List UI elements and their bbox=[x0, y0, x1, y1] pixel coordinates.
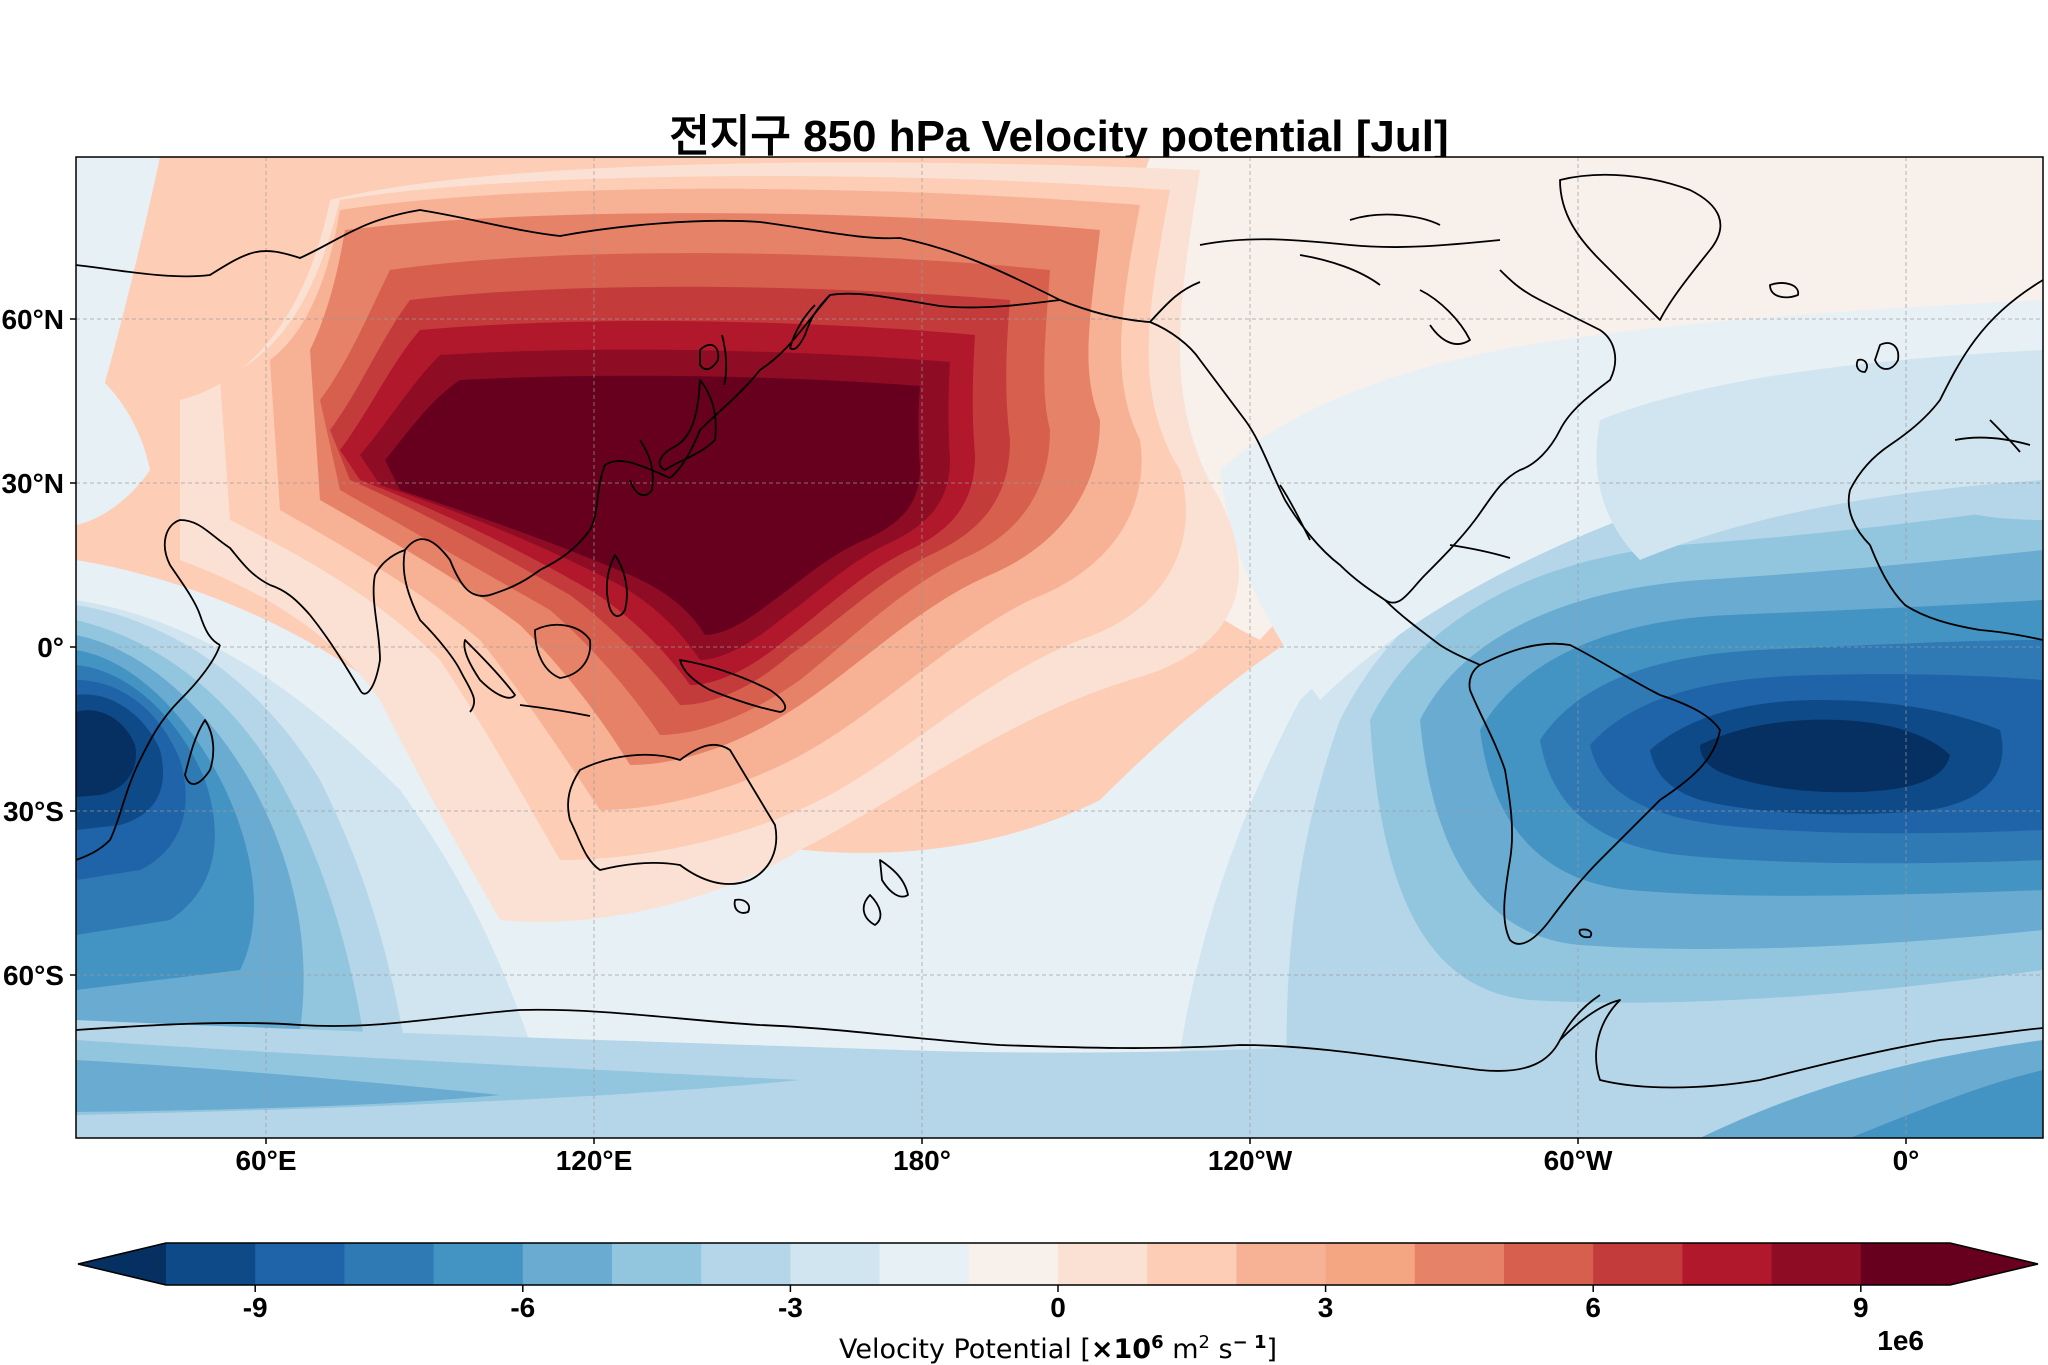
colorbar-segment bbox=[1147, 1243, 1237, 1285]
colorbar-segment bbox=[701, 1243, 791, 1285]
colorbar-tick-label: 0 bbox=[1050, 1292, 1066, 1323]
coast-kamchatka bbox=[789, 294, 831, 350]
coast-china bbox=[489, 460, 671, 596]
colorbar-outline bbox=[77, 1242, 2039, 1286]
coast-australia bbox=[567, 743, 778, 885]
colorbar-segment bbox=[1414, 1243, 1505, 1285]
contour-antarctic-5 bbox=[1850, 1070, 2043, 1138]
colorbar-segment bbox=[344, 1243, 435, 1285]
velocity-potential-map bbox=[76, 157, 2043, 1138]
lat-label-0: 0° bbox=[37, 632, 64, 663]
coast-cuba bbox=[1449, 544, 1511, 559]
colorbar-segment bbox=[790, 1243, 881, 1285]
colorbar-tick-label: 9 bbox=[1853, 1292, 1869, 1323]
contour-atlantic-8 bbox=[1700, 719, 1950, 793]
lon-label-120e: 120°E bbox=[556, 1145, 633, 1176]
colorbar-segment bbox=[968, 1243, 1059, 1285]
colorbar-tick-label: 6 bbox=[1585, 1292, 1601, 1323]
colorbar-segment bbox=[1771, 1243, 1862, 1285]
lon-label-60w: 60°W bbox=[1544, 1145, 1613, 1176]
colorbar-tick-label: -9 bbox=[243, 1292, 268, 1323]
coast-antarctic-peninsula bbox=[1559, 994, 1601, 1041]
lon-label-60e: 60°E bbox=[235, 1145, 296, 1176]
coast-central-america bbox=[1384, 599, 1481, 666]
colorbar-segment bbox=[1236, 1243, 1327, 1285]
colorbar-extend-min bbox=[78, 1243, 166, 1285]
colorbar-tick-labels: -9 -6 -3 0 3 6 9 bbox=[243, 1292, 1869, 1323]
colorbar-offset-text: 1e6 bbox=[1877, 1325, 1924, 1356]
coastlines bbox=[76, 173, 2043, 1089]
colorbar-tick-label: 3 bbox=[1318, 1292, 1334, 1323]
coast-borneo bbox=[534, 623, 592, 679]
coast-newguinea bbox=[679, 659, 787, 713]
coast-mediterranean bbox=[1954, 419, 2031, 453]
colorbar-segment bbox=[1593, 1243, 1683, 1285]
contour-north-cool-2 bbox=[1596, 350, 2043, 560]
coast-canada-arctic bbox=[1199, 213, 1501, 286]
coast-falklands bbox=[1578, 928, 1593, 939]
colorbar-label: Velocity Potential [×106 m2 s− 1] bbox=[839, 1332, 1277, 1365]
colorbar-segment bbox=[522, 1243, 613, 1285]
map-gridlines bbox=[76, 157, 2043, 1138]
filled-contours bbox=[76, 157, 2043, 1138]
coast-africa-west bbox=[1869, 544, 2043, 641]
coast-japan-north bbox=[699, 343, 720, 371]
coast-britain bbox=[1855, 342, 1900, 373]
coast-hudson bbox=[1419, 289, 1471, 345]
colorbar-segment bbox=[1058, 1243, 1148, 1285]
coast-baja bbox=[1279, 484, 1311, 541]
colorbar-segment bbox=[433, 1243, 524, 1285]
lon-label-0: 0° bbox=[1893, 1145, 1920, 1176]
coast-philippines bbox=[605, 554, 628, 617]
colorbar-tick-label: -6 bbox=[510, 1292, 535, 1323]
coast-korea bbox=[629, 439, 654, 497]
lat-tick-marks bbox=[70, 318, 76, 976]
colorbar-segment bbox=[166, 1243, 256, 1285]
coast-madagascar bbox=[184, 719, 215, 785]
coast-tasmania bbox=[733, 898, 750, 914]
coast-arabia bbox=[163, 519, 271, 646]
contour-arabia-cool bbox=[76, 360, 150, 525]
colorbar-segment bbox=[1325, 1243, 1416, 1285]
coast-eurasia-north bbox=[76, 209, 1201, 323]
coast-greenland bbox=[1559, 173, 1722, 321]
colorbar-segment bbox=[612, 1243, 702, 1285]
coast-south-america bbox=[1468, 642, 1721, 945]
colorbar-segment bbox=[879, 1243, 970, 1285]
lat-label-30s: 30°S bbox=[3, 796, 64, 827]
contour-antarctic-1 bbox=[76, 985, 2043, 1138]
coast-africa-east bbox=[76, 644, 221, 861]
coast-antarctica bbox=[76, 999, 2043, 1089]
coast-newzealand bbox=[862, 859, 909, 926]
coast-indochina bbox=[402, 538, 491, 713]
colorbar-extend-max bbox=[1950, 1243, 2038, 1285]
coast-sumatra bbox=[463, 639, 516, 699]
coast-japan bbox=[658, 379, 717, 471]
lat-label-60n: 60°N bbox=[1, 304, 64, 335]
coast-europe bbox=[1847, 279, 2043, 546]
colorbar-tick-label: -3 bbox=[778, 1292, 803, 1323]
lon-label-180: 180° bbox=[893, 1145, 951, 1176]
colorbar bbox=[77, 1242, 2039, 1292]
contour-north-cool-3 bbox=[76, 157, 160, 400]
page-title: 전지구 850 hPa Velocity potential [Jul] bbox=[669, 112, 1449, 161]
lat-label-60s: 60°S bbox=[3, 960, 64, 991]
lon-label-120w: 120°W bbox=[1208, 1145, 1293, 1176]
coast-eurasia-east bbox=[669, 292, 1061, 479]
coast-sakhalin bbox=[721, 334, 728, 386]
colorbar-segment bbox=[1504, 1243, 1594, 1285]
colorbar-segment bbox=[1682, 1243, 1773, 1285]
coast-iceland bbox=[1769, 282, 1799, 299]
coast-java bbox=[519, 704, 591, 717]
lon-tick-marks bbox=[265, 1138, 1907, 1144]
colorbar-segment bbox=[1860, 1243, 1951, 1285]
coast-north-america bbox=[1149, 269, 1617, 604]
colorbar-segment bbox=[255, 1243, 345, 1285]
contour-pacific-9 bbox=[385, 375, 920, 635]
lat-label-30n: 30°N bbox=[1, 468, 64, 499]
coast-india bbox=[269, 549, 406, 695]
contour-indian-8 bbox=[76, 710, 136, 797]
contour-antarctic-3 bbox=[76, 1060, 500, 1112]
